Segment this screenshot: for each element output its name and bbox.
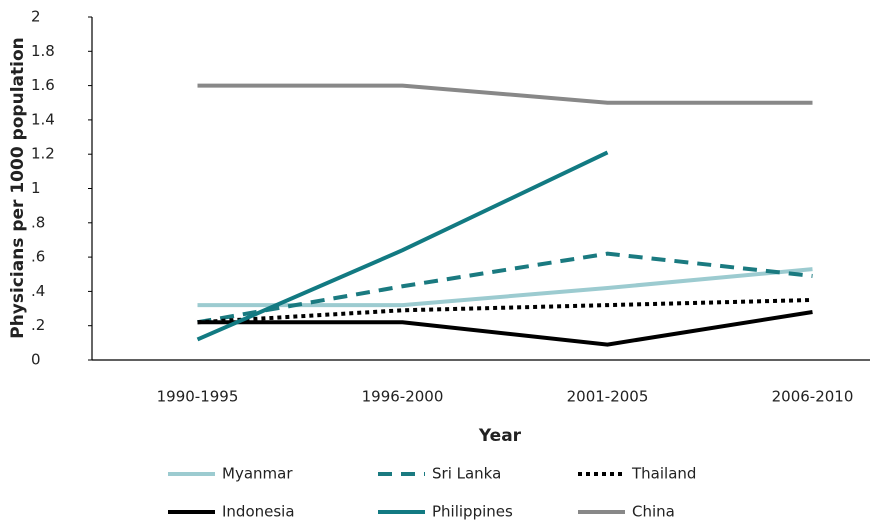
legend-label: Sri Lanka [432,465,501,483]
x-tick-label: 1990-1995 [157,388,239,406]
legend-label: Indonesia [222,503,295,521]
series-line [197,310,813,347]
series-line [197,297,813,325]
y-tick-label: 1.8 [31,42,55,60]
legend-label: Myanmar [222,465,293,483]
y-tick-label: .2 [31,316,45,334]
y-tick-label: 1.4 [31,110,55,128]
y-tick-label: .4 [31,282,45,300]
x-axis-title: Year [478,426,522,446]
series-line [197,251,813,325]
legend-label: China [632,503,675,521]
y-tick-label: 2 [31,8,41,26]
legend-label: Thailand [631,465,696,483]
legend-label: Philippines [432,503,513,521]
y-tick-label: 1 [31,179,41,197]
x-tick-label: 2001-2005 [567,388,649,406]
series-line [197,83,813,105]
y-tick-label: 1.6 [31,76,55,94]
x-tick-label: 1996-2000 [362,388,444,406]
series-line [196,150,609,342]
y-tick-label: .6 [31,248,45,266]
y-axis-title: Physicians per 1000 population [8,37,28,339]
y-tick-label: 1.2 [31,145,55,163]
y-tick-label: 0 [31,351,41,369]
y-tick-label: .8 [31,213,45,231]
x-tick-label: 2006-2010 [772,388,854,406]
